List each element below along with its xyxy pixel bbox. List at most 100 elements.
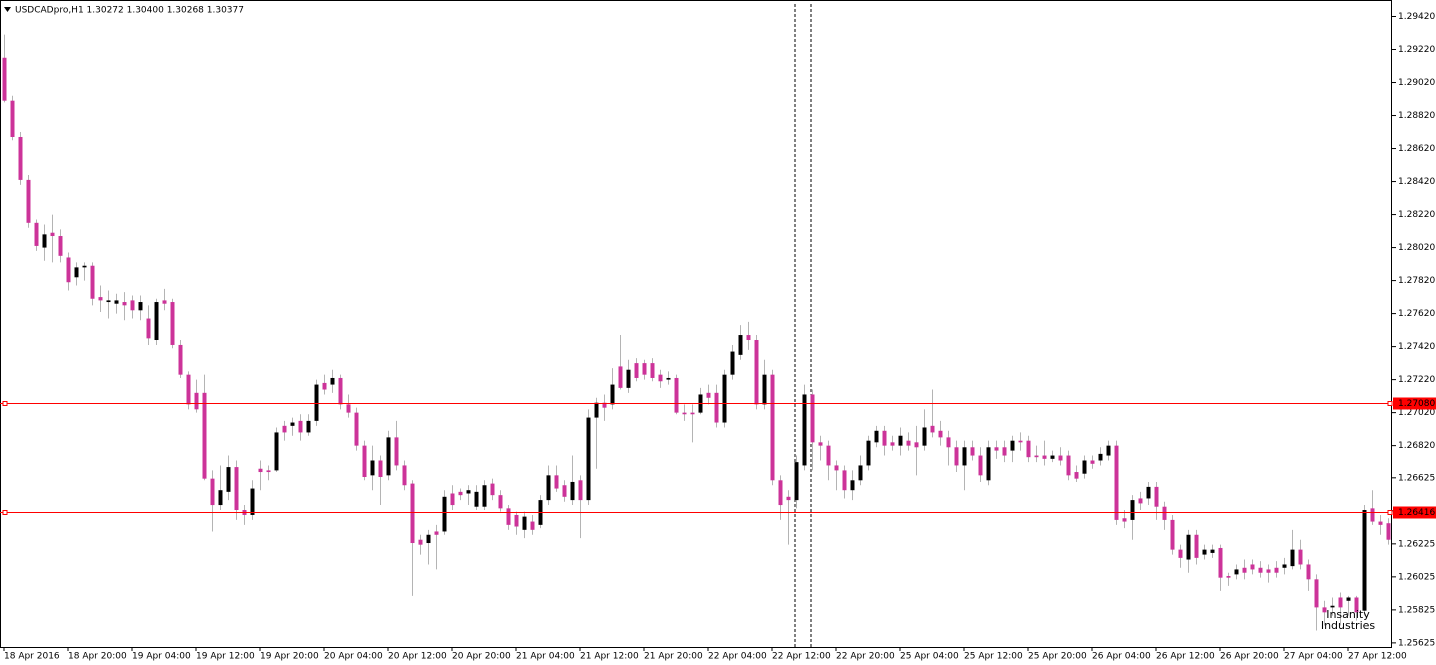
candle-body — [578, 480, 583, 501]
y-tick-label: 1.25825 — [1398, 605, 1435, 615]
line-handle — [1387, 510, 1393, 515]
candle-body — [922, 427, 927, 446]
candle-body — [178, 344, 183, 375]
candle-body — [458, 491, 463, 496]
candle-body — [706, 392, 711, 398]
candle-body — [810, 394, 815, 443]
line-handle — [1387, 401, 1393, 406]
candle-body — [554, 475, 559, 489]
candle-body — [1042, 455, 1047, 459]
candle-body — [442, 496, 447, 532]
x-tick-label: 19 Apr 04:00 — [132, 652, 191, 662]
candle-body — [1274, 567, 1279, 573]
candle-body — [378, 460, 383, 477]
x-tick-label: 18 Apr 20:00 — [68, 652, 127, 662]
price-label: 1.26416 — [1398, 508, 1435, 518]
y-tick-label: 1.25625 — [1398, 638, 1435, 648]
candle-body — [106, 300, 111, 303]
candle-body — [674, 377, 679, 413]
price-label: 1.27080 — [1398, 399, 1435, 409]
candle-body — [930, 425, 935, 433]
candle-body — [282, 425, 287, 433]
candle-body — [290, 422, 295, 426]
x-tick-label: 25 Apr 12:00 — [964, 652, 1023, 662]
candle-body — [1226, 576, 1231, 578]
candle-body — [1210, 549, 1215, 553]
candle-body — [634, 363, 639, 378]
candle-body — [18, 136, 23, 180]
candle-body — [1074, 472, 1079, 479]
candle-body — [226, 467, 231, 492]
candle-body — [1314, 579, 1319, 608]
candle-body — [642, 363, 647, 375]
candle-body — [506, 508, 511, 525]
watermark: Industries — [1321, 619, 1376, 632]
candle-body — [330, 377, 335, 385]
candle-body — [994, 447, 999, 451]
candle-body — [514, 514, 519, 527]
chart-title: USDCADpro,H1 1.30272 1.30400 1.30268 1.3… — [15, 6, 244, 16]
candle-body — [1306, 564, 1311, 580]
candle-body — [626, 369, 631, 388]
candle-body — [1266, 569, 1271, 573]
candle-body — [418, 539, 423, 545]
candle-body — [450, 493, 455, 506]
candle-body — [370, 460, 375, 476]
candle-body — [954, 447, 959, 466]
candle-body — [978, 455, 983, 476]
candle-body — [1154, 486, 1159, 507]
candle-body — [218, 490, 223, 506]
candle-body — [1338, 597, 1343, 608]
candle-body — [762, 374, 767, 405]
candle-body — [354, 412, 359, 446]
candle-body — [490, 483, 495, 496]
candle-body — [834, 465, 839, 471]
candle-body — [1026, 440, 1031, 458]
candle-body — [114, 300, 119, 304]
candle-body — [962, 447, 967, 466]
candle-body — [202, 392, 207, 479]
candle-body — [1034, 455, 1039, 458]
candle-body — [322, 382, 327, 390]
candle-body — [858, 465, 863, 481]
candle-body — [1130, 500, 1135, 520]
candle-body — [338, 377, 343, 405]
candle-body — [738, 335, 743, 355]
candle-body — [138, 302, 143, 311]
x-tick-label: 25 Apr 20:00 — [1028, 652, 1087, 662]
candle-body — [986, 447, 991, 481]
candle-body — [386, 437, 391, 476]
x-tick-label: 20 Apr 12:00 — [388, 652, 447, 662]
candle-body — [74, 267, 79, 278]
candle-body — [914, 442, 919, 448]
candle-body — [770, 374, 775, 481]
y-tick-label: 1.29420 — [1398, 12, 1435, 22]
candle-body — [1378, 521, 1383, 525]
candle-body — [90, 265, 95, 299]
y-tick-label: 1.26025 — [1398, 572, 1435, 582]
candle-body — [1282, 564, 1287, 568]
candle-body — [1162, 506, 1167, 520]
candle-body — [970, 447, 975, 456]
candle-body — [1386, 523, 1391, 540]
candle-body — [10, 100, 15, 137]
y-tick-label: 1.28220 — [1398, 210, 1435, 220]
candle-body — [1090, 460, 1095, 464]
menu-arrow[interactable] — [4, 7, 11, 12]
candle-body — [1010, 440, 1015, 451]
candle-body — [1258, 567, 1263, 573]
candle-body — [682, 412, 687, 415]
candle-body — [906, 440, 911, 446]
candle-body — [570, 481, 575, 501]
candle-body — [466, 490, 471, 494]
candle-body — [1002, 447, 1007, 456]
candle-body — [778, 480, 783, 506]
price-label-bg — [1393, 506, 1436, 519]
candle-body — [482, 485, 487, 507]
y-tick-label: 1.27820 — [1398, 276, 1435, 286]
candle-body — [1098, 453, 1103, 461]
candle-body — [82, 265, 87, 268]
candle-body — [746, 335, 751, 341]
